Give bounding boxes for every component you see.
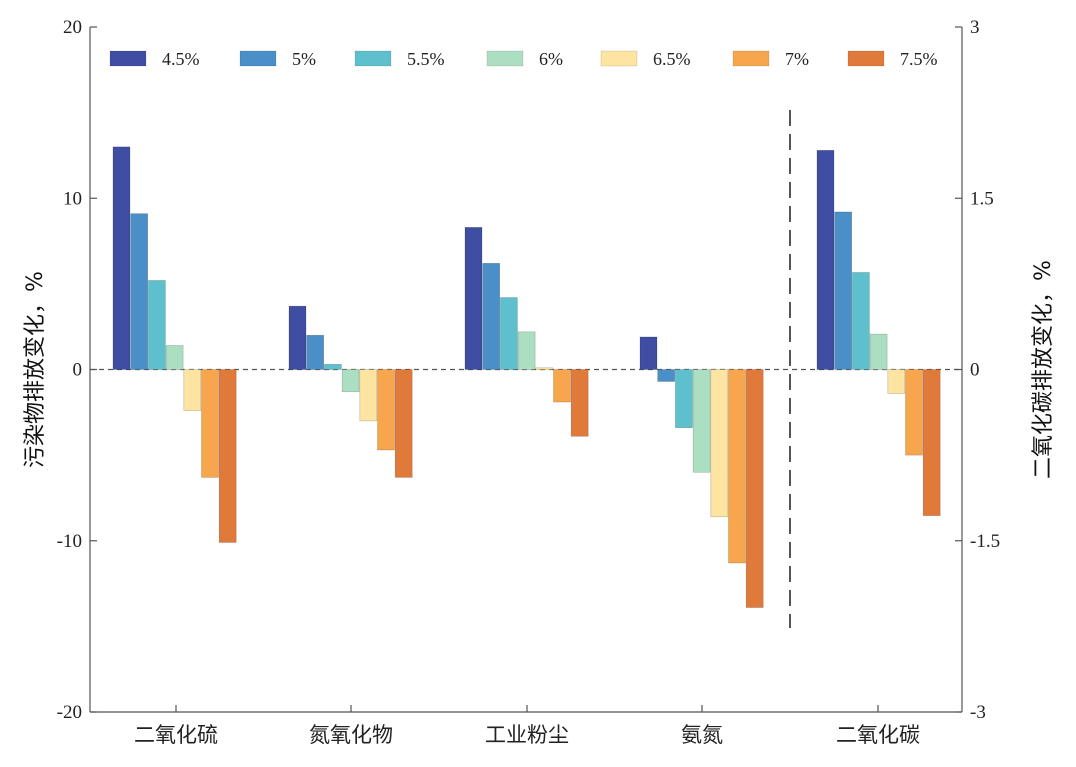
legend-swatch	[600, 50, 638, 67]
bar-3-3	[692, 369, 711, 473]
bar-1-4	[359, 369, 378, 422]
right-axis-label: 二氧化碳排放变化，%	[1031, 260, 1056, 479]
bar-0-5	[201, 369, 219, 478]
legend-swatch	[239, 50, 277, 67]
legend-swatch	[354, 50, 392, 67]
bar-2-5	[553, 369, 571, 403]
legend-label: 4.5%	[162, 49, 200, 69]
bar-1-6	[394, 369, 413, 478]
bar-4-3	[869, 333, 888, 370]
legend-swatch	[847, 50, 885, 67]
bar-3-4	[710, 369, 729, 518]
bar-3-1	[657, 369, 676, 382]
left-tick-label: 0	[73, 360, 83, 381]
bar-0-0	[112, 146, 131, 370]
legend: 4.5% 5% 5.5% 6% 6.5% 7% 7.5%	[109, 49, 938, 69]
bar-2-2	[500, 297, 518, 370]
legend-swatch	[109, 50, 147, 67]
legend-swatch	[486, 50, 524, 67]
right-tick-label: -1.5	[970, 531, 1000, 552]
category-label: 二氧化碳	[836, 723, 920, 747]
bar-4-1	[834, 211, 853, 370]
bar-3-6	[745, 369, 764, 608]
bar-3-2	[675, 369, 693, 429]
bar-2-1	[482, 263, 501, 370]
legend-label: 7%	[785, 49, 809, 69]
left-tick-label: 20	[63, 17, 82, 38]
bar-3-0	[639, 336, 658, 370]
bar-1-5	[377, 369, 395, 451]
bar-2-0	[464, 227, 483, 370]
left-tick-label: 10	[63, 188, 82, 209]
right-tick-label: 0	[970, 360, 980, 381]
bar-3-5	[728, 369, 746, 564]
left-tick-label: -10	[57, 531, 82, 552]
category-label: 二氧化硫	[134, 723, 218, 747]
bar-1-3	[341, 369, 360, 393]
legend-label: 7.5%	[900, 49, 938, 69]
category-labels: 二氧化硫 氮氧化物 工业粉尘 氨氮 二氧化碳	[134, 705, 920, 747]
right-tick-label: -3	[970, 702, 986, 723]
right-tick-label: 1.5	[970, 188, 994, 209]
legend-swatch	[732, 50, 770, 67]
bar-2-3	[517, 331, 536, 370]
bars	[112, 146, 941, 608]
bar-4-6	[922, 369, 941, 516]
bar-2-4	[535, 367, 554, 370]
left-tick-label: -20	[57, 702, 82, 723]
bar-0-4	[183, 369, 202, 411]
right-axis-ticks: 3 1.5 0 -1.5 -3	[955, 17, 1000, 723]
bar-4-5	[905, 369, 923, 456]
legend-label: 6%	[539, 49, 563, 69]
bar-0-3	[165, 345, 184, 370]
bar-0-1	[130, 213, 148, 370]
category-label: 氮氧化物	[309, 723, 393, 747]
bar-4-0	[816, 150, 835, 370]
left-axis-ticks: 20 10 0 -10 -20	[57, 17, 97, 723]
category-label: 氨氮	[681, 723, 723, 747]
legend-label: 5%	[292, 49, 316, 69]
bar-1-1	[306, 334, 325, 370]
right-tick-label: 3	[970, 17, 980, 38]
bar-0-2	[148, 280, 166, 370]
legend-label: 5.5%	[407, 49, 445, 69]
legend-label: 6.5%	[653, 49, 691, 69]
bar-1-2	[324, 364, 342, 370]
bar-4-2	[852, 272, 870, 370]
category-label: 工业粉尘	[485, 723, 569, 747]
bar-4-4	[887, 369, 906, 394]
bar-1-0	[288, 305, 307, 370]
bar-0-6	[218, 369, 237, 543]
left-axis-label: 污染物排放变化，%	[23, 271, 48, 468]
bar-2-6	[570, 369, 589, 437]
